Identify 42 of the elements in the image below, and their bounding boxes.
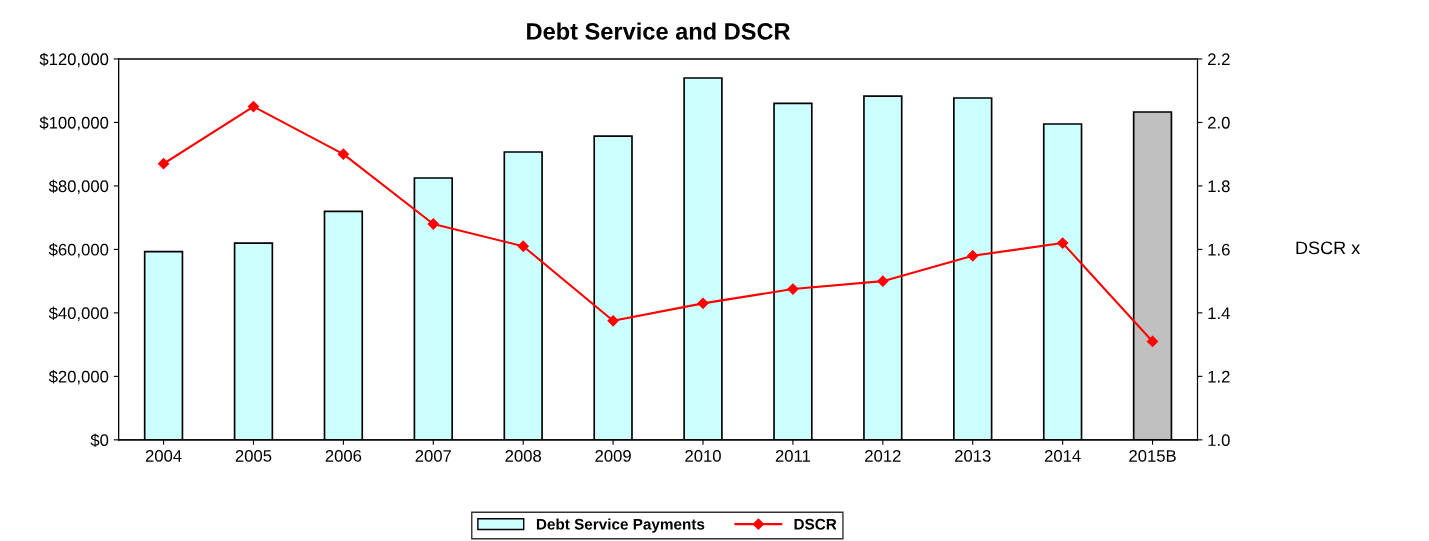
point xyxy=(337,148,349,160)
y2-tick-label: 1.2 xyxy=(1208,370,1230,383)
x-tick-label: 2006 xyxy=(325,450,362,462)
legend-label: Debt Service Payments xyxy=(536,518,705,533)
point xyxy=(967,250,979,262)
point xyxy=(1057,237,1069,249)
y-tick-label: $20,000 xyxy=(48,370,109,385)
y-tick-label: $0 xyxy=(90,433,109,448)
y2-tick-label: 2.0 xyxy=(1208,116,1230,129)
y2-axis-title: DSCR x xyxy=(1296,241,1361,255)
x-tick-label: 2004 xyxy=(145,450,182,462)
x-tick-label: 2011 xyxy=(775,450,811,462)
point xyxy=(1146,335,1159,348)
point xyxy=(877,275,889,287)
point xyxy=(697,297,709,309)
x-tick-label: 2007 xyxy=(415,450,451,462)
y2-tick-label: 1.4 xyxy=(1208,307,1230,319)
y-tick-label: $60,000 xyxy=(48,243,109,258)
point xyxy=(607,315,619,327)
point xyxy=(247,100,260,113)
x-tick-label: 2009 xyxy=(595,450,631,462)
x-tick-label: 2013 xyxy=(955,450,991,462)
point xyxy=(787,283,799,295)
x-tick-label: 2005 xyxy=(235,450,272,462)
x-tick-label: 2014 xyxy=(1044,450,1081,462)
legend-label: DSCR xyxy=(794,518,837,530)
x-tick-label: 2010 xyxy=(685,450,721,462)
y2-tick-label: 1.8 xyxy=(1208,180,1230,193)
y2-tick-label: 1.0 xyxy=(1208,434,1230,447)
y2-tick-label: 2.2 xyxy=(1208,53,1230,66)
y-tick-label: $100,000 xyxy=(39,116,109,131)
y2-tick-label: 1.6 xyxy=(1208,243,1230,256)
x-tick-label: 2012 xyxy=(865,450,901,462)
y-tick-label: $120,000 xyxy=(39,52,109,68)
y-tick-label: $40,000 xyxy=(48,306,109,322)
point xyxy=(427,218,439,230)
point xyxy=(517,240,529,252)
y-tick-label: $80,000 xyxy=(48,179,109,195)
x-tick-label: 2015B xyxy=(1129,450,1176,462)
x-tick-label: 2008 xyxy=(505,450,542,462)
point xyxy=(157,158,170,170)
chart-title: Debt Service and DSCR xyxy=(527,22,791,40)
